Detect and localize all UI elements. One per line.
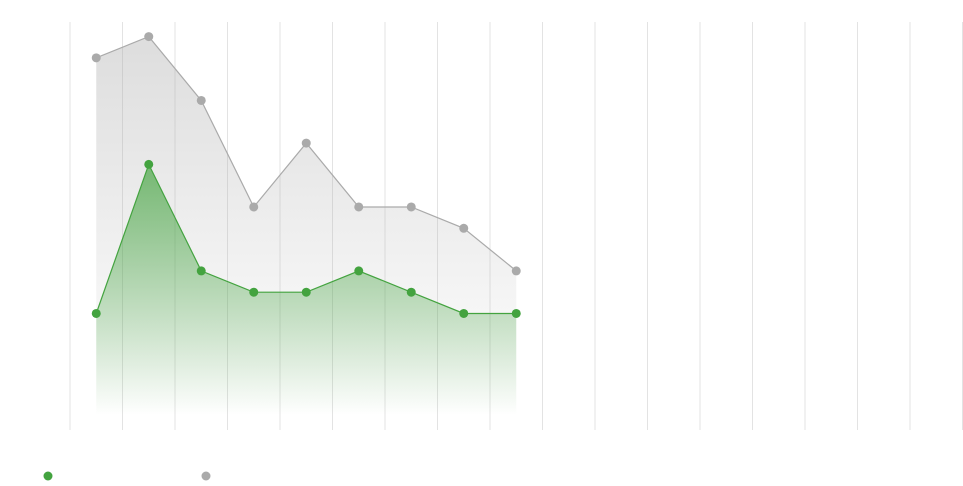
- point: [511, 308, 521, 318]
- point: [91, 53, 101, 63]
- legend-marker: [201, 471, 211, 481]
- point: [301, 287, 311, 297]
- point: [354, 266, 364, 276]
- point: [459, 308, 469, 318]
- point: [511, 266, 521, 276]
- point: [301, 138, 311, 148]
- point: [459, 223, 469, 233]
- point: [144, 32, 154, 42]
- point: [406, 287, 416, 297]
- area-fill: [96, 164, 517, 415]
- point: [249, 287, 259, 297]
- point: [91, 308, 101, 318]
- point: [354, 202, 364, 212]
- point: [196, 266, 206, 276]
- point: [196, 95, 206, 105]
- point: [144, 159, 154, 169]
- point: [249, 202, 259, 212]
- legend-marker: [43, 471, 53, 481]
- point: [406, 202, 416, 212]
